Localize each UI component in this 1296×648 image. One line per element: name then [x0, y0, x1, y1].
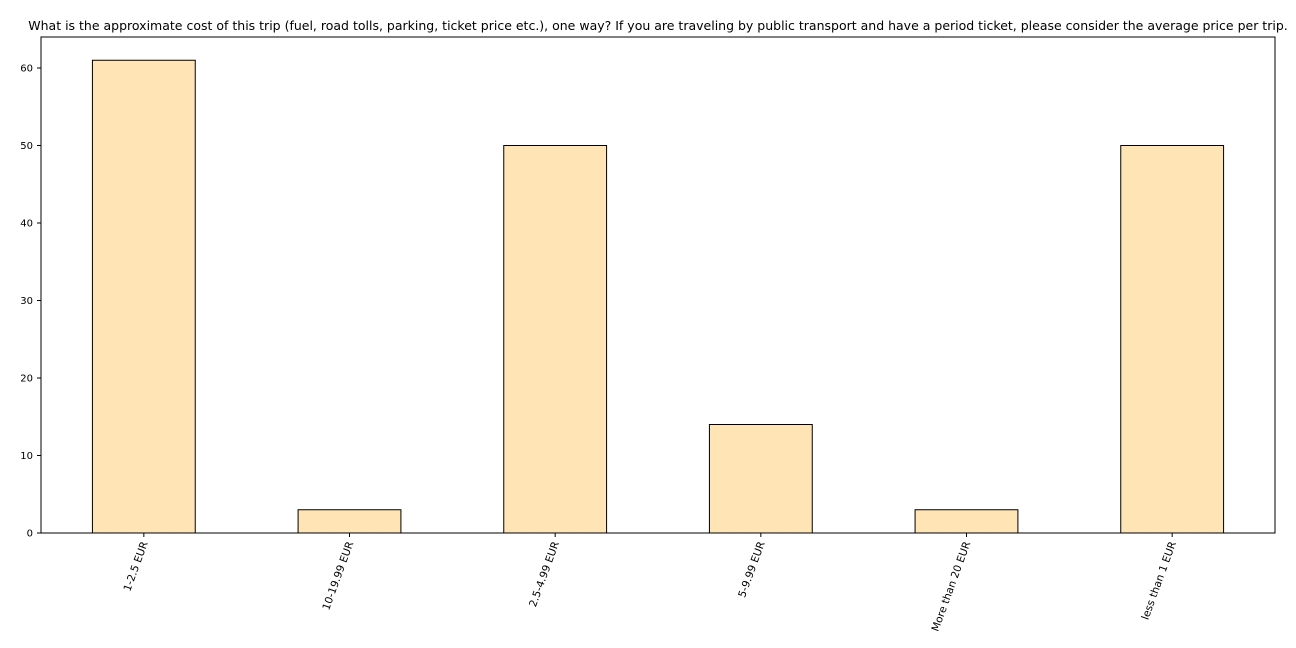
y-axis: 0 10 20 30 40 50 60	[20, 64, 41, 540]
bar	[708, 424, 813, 534]
x-tick-label: 10-19.99 EUR	[320, 540, 356, 612]
x-tick-label: 2.5-4.99 EUR	[527, 540, 562, 609]
y-tick-label: 0	[27, 529, 33, 540]
bars-group	[91, 59, 1225, 534]
plot-frame	[40, 36, 1276, 534]
x-tick-label: 5-9.99 EUR	[736, 540, 767, 599]
y-tick-label: 40	[20, 219, 33, 230]
y-tick-label: 10	[20, 451, 33, 462]
x-tick-label: More than 20 EUR	[930, 540, 974, 633]
y-tick-label: 30	[20, 296, 33, 307]
x-tick-label: 1-2.5 EUR	[122, 540, 151, 593]
y-tick-label: 50	[20, 141, 33, 152]
bar	[503, 145, 608, 534]
bar	[91, 59, 196, 534]
bar	[914, 509, 1019, 534]
x-tick-label: less than 1 EUR	[1139, 540, 1178, 622]
bar	[1120, 145, 1225, 534]
bar	[297, 509, 402, 534]
y-tick-label: 60	[20, 64, 33, 75]
chart-title: What is the approximate cost of this tri…	[28, 18, 1287, 33]
x-axis: 1-2.5 EUR 10-19.99 EUR 2.5-4.99 EUR 5-9.99 …	[122, 533, 1179, 633]
y-tick-label: 20	[20, 374, 33, 385]
